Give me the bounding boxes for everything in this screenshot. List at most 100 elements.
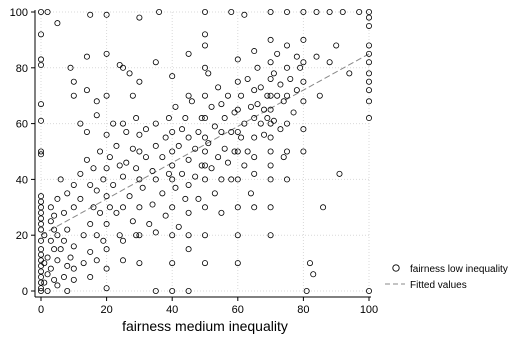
scatter-point — [111, 182, 116, 187]
scatter-point — [209, 166, 214, 171]
scatter-point — [275, 51, 280, 56]
scatter-point — [137, 205, 142, 210]
scatter-point — [327, 60, 332, 65]
scatter-point — [88, 274, 93, 279]
scatter-point — [271, 71, 276, 76]
legend: fairness low inequality Fitted values — [385, 264, 508, 291]
legend-marker-scatter — [393, 265, 399, 271]
scatter-point — [84, 54, 89, 59]
scatter-point — [84, 157, 89, 162]
scatter-point — [173, 104, 178, 109]
scatter-point — [317, 93, 322, 98]
scatter-point — [186, 247, 191, 252]
scatter-point — [252, 48, 257, 53]
scatter-point — [186, 157, 191, 162]
scatter-point — [130, 146, 135, 151]
scatter-point — [88, 182, 93, 187]
scatter-point — [225, 160, 230, 165]
scatter-point — [202, 163, 207, 168]
scatter-point — [97, 149, 102, 154]
scatter-point — [265, 115, 270, 120]
scatter-point — [281, 154, 286, 159]
scatter-point — [61, 238, 66, 243]
scatter-point — [107, 154, 112, 159]
y-tick-label: 80 — [16, 63, 28, 75]
scatter-point — [120, 121, 125, 126]
scatter-point — [71, 182, 76, 187]
scatter-point — [140, 185, 145, 190]
scatter-point — [38, 194, 43, 199]
y-tick-label: 0 — [22, 286, 28, 298]
scatter-point — [268, 37, 273, 42]
scatter-point — [97, 210, 102, 215]
scatter-point — [219, 129, 224, 134]
scatter-point — [242, 163, 247, 168]
scatter-point — [153, 60, 158, 65]
scatter-point — [166, 115, 171, 120]
scatter-point — [117, 62, 122, 67]
scatter-point — [252, 115, 257, 120]
scatter-point — [120, 205, 125, 210]
scatter-point — [209, 104, 214, 109]
scatter-point — [120, 65, 125, 70]
scatter-point — [163, 213, 168, 218]
scatter-point — [196, 196, 201, 201]
scatter-point — [268, 205, 273, 210]
scatter-point — [186, 182, 191, 187]
axes — [31, 10, 371, 301]
scatter-point — [281, 99, 286, 104]
scatter-point — [245, 76, 250, 81]
scatter-point — [55, 283, 60, 288]
scatter-point — [179, 171, 184, 176]
scatter-point — [84, 129, 89, 134]
scatter-point — [65, 227, 70, 232]
scatter-point — [127, 71, 132, 76]
scatter-point — [71, 205, 76, 210]
scatter-point — [94, 113, 99, 118]
scatter-point — [42, 261, 47, 266]
scatter-point — [48, 238, 53, 243]
scatter-point — [94, 188, 99, 193]
scatter-point — [81, 261, 86, 266]
scatter-point — [337, 171, 342, 176]
scatter-point — [271, 118, 276, 123]
scatter-point — [248, 104, 253, 109]
fitted-line — [41, 54, 369, 235]
scatter-point — [153, 230, 158, 235]
scatter-point — [252, 171, 257, 176]
scatter-point — [124, 129, 129, 134]
scatter-point — [202, 93, 207, 98]
x-tick-label: 60 — [232, 304, 244, 316]
scatter-point — [179, 127, 184, 132]
scatter-point — [202, 43, 207, 48]
scatter-point — [176, 224, 181, 229]
scatter-point — [238, 93, 243, 98]
scatter-point — [219, 101, 224, 106]
scatter-point — [219, 210, 224, 215]
scatter-point — [101, 238, 106, 243]
scatter-point — [278, 82, 283, 87]
scatter-point — [55, 258, 60, 263]
scatter-point — [55, 196, 60, 201]
scatter-point — [255, 101, 260, 106]
scatter-point — [248, 191, 253, 196]
scatter-point — [186, 135, 191, 140]
scatter-point — [294, 54, 299, 59]
scatter-point — [38, 274, 43, 279]
scatter-point — [114, 210, 119, 215]
scatter-point — [137, 15, 142, 20]
scatter-point — [78, 171, 83, 176]
scatter-points — [38, 9, 371, 293]
scatter-point — [347, 71, 352, 76]
scatter-point — [320, 205, 325, 210]
scatter-point — [120, 174, 125, 179]
scatter-point — [130, 219, 135, 224]
scatter-point — [268, 163, 273, 168]
scatter-point — [183, 115, 188, 120]
scatter-point — [48, 219, 53, 224]
scatter-point — [45, 272, 50, 277]
scatter-point — [284, 43, 289, 48]
scatter-point — [156, 9, 161, 14]
scatter-point — [137, 79, 142, 84]
